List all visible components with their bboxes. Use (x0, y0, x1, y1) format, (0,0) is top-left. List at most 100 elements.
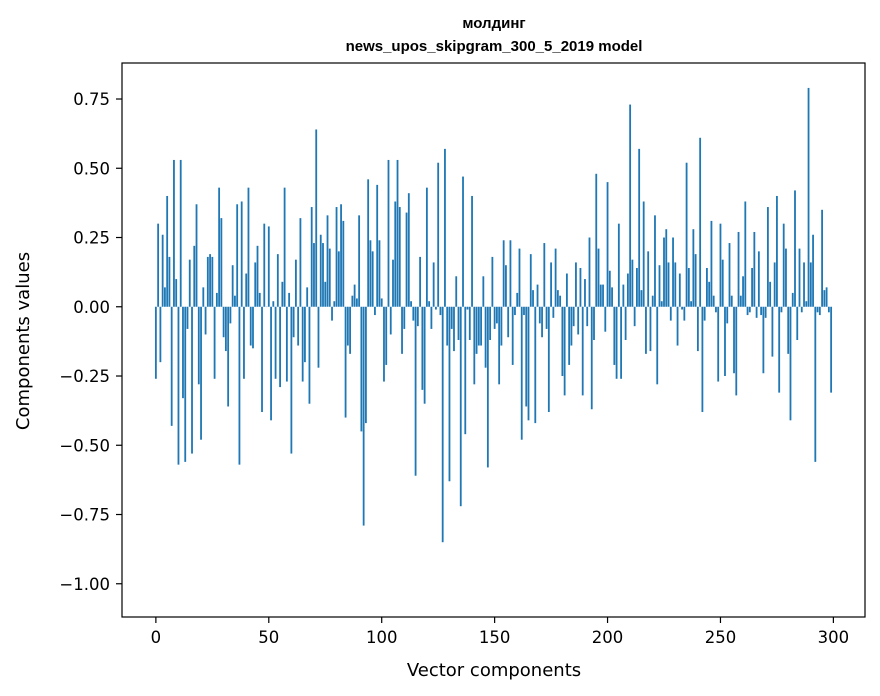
bar (733, 306, 735, 374)
bar (776, 195, 778, 307)
bar (495, 306, 498, 324)
bar (222, 306, 225, 338)
bar (742, 276, 744, 307)
bar (672, 237, 674, 307)
bar (308, 306, 311, 404)
bar (791, 292, 794, 307)
bar (683, 306, 686, 321)
bar (606, 182, 609, 307)
bar (351, 295, 354, 307)
bar (547, 306, 550, 413)
bar (326, 215, 329, 307)
bar (563, 306, 566, 396)
bar (789, 306, 792, 421)
bar (166, 195, 169, 307)
bar (794, 190, 796, 307)
bar (701, 306, 704, 413)
bar (766, 207, 769, 307)
bar (830, 306, 833, 393)
chart-title-line1: молдинг (462, 15, 525, 32)
bar (480, 306, 482, 346)
bar (577, 306, 580, 335)
bar (380, 298, 383, 307)
bar (256, 245, 259, 307)
bar (543, 243, 546, 307)
bar (748, 306, 751, 313)
bar (355, 298, 358, 307)
bar (432, 262, 435, 307)
bar (690, 301, 693, 307)
bar (816, 306, 819, 313)
bar (439, 306, 442, 316)
x-tick-label: 250 (705, 628, 737, 647)
bar (154, 306, 157, 379)
bar (507, 306, 510, 338)
x-tick-label: 0 (151, 628, 162, 647)
bar (715, 306, 717, 313)
x-axis-ticks: 0 50 100 150 200 250 300 (151, 617, 849, 647)
bar (328, 248, 331, 307)
bar (586, 306, 589, 327)
bar (292, 306, 295, 338)
bar (428, 301, 431, 307)
bar (482, 276, 485, 307)
bar (337, 251, 340, 307)
bar (552, 306, 555, 318)
bar (579, 267, 582, 307)
bar (493, 306, 496, 329)
bar (430, 306, 433, 329)
bar (405, 212, 408, 307)
bar (261, 306, 263, 413)
bar (315, 129, 318, 307)
bar (471, 195, 473, 307)
bar (173, 159, 175, 307)
bar (435, 306, 437, 310)
bar (724, 306, 726, 377)
bar (814, 306, 817, 462)
bar (500, 306, 503, 346)
bar (669, 306, 672, 321)
bar (281, 281, 284, 307)
bar (581, 306, 584, 396)
bar (423, 306, 426, 404)
bar (234, 295, 236, 307)
plot-area-frame (121, 62, 866, 618)
bar (755, 306, 758, 318)
bar (401, 306, 403, 354)
bar (559, 295, 562, 307)
bar (674, 262, 677, 307)
bar (170, 306, 173, 426)
bar (665, 229, 668, 307)
chart-title-line2: news_upos_skipgram_300_5_2019 model (346, 38, 643, 55)
bar (383, 306, 385, 382)
bar (477, 306, 480, 346)
bar (805, 301, 808, 307)
bar (457, 306, 460, 340)
bar (407, 193, 410, 307)
x-tick-label: 50 (258, 628, 279, 647)
bar (389, 306, 392, 335)
bar (575, 262, 577, 307)
bar (157, 223, 160, 307)
bar (161, 234, 164, 307)
bar (385, 306, 388, 365)
bar (301, 306, 304, 382)
bar (692, 229, 695, 307)
bar (529, 254, 532, 307)
bar (694, 254, 697, 307)
bar (532, 290, 534, 307)
bar (654, 215, 656, 307)
bar (299, 218, 302, 307)
bar (730, 295, 733, 307)
bar (455, 276, 458, 307)
bar (769, 281, 772, 307)
y-tick-label: −0.75 (59, 506, 110, 525)
bar (378, 240, 381, 307)
x-tick-label: 100 (366, 628, 398, 647)
bar (658, 265, 661, 307)
bar (324, 281, 327, 307)
bar (218, 187, 221, 307)
bar (396, 159, 399, 307)
bar (676, 306, 679, 346)
bar (362, 306, 365, 526)
